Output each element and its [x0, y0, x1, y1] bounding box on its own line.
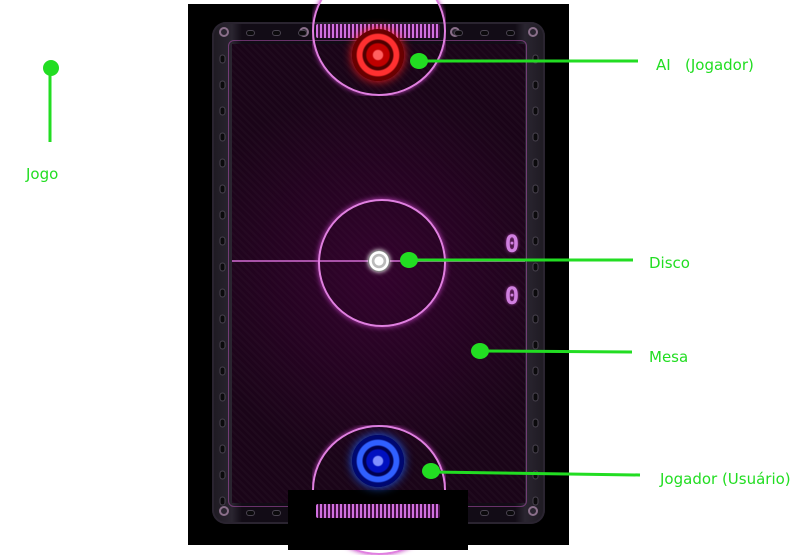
crease-mask — [288, 490, 468, 550]
rail-rivet — [246, 30, 255, 36]
label-jogo: Jogo — [26, 165, 59, 183]
user-pointer-dot — [422, 463, 440, 479]
corner-bolt — [219, 27, 229, 37]
user-score: 0 — [504, 282, 520, 310]
corner-bolt — [528, 27, 538, 37]
mesa-pointer-line — [480, 349, 633, 354]
user-pointer-line — [431, 470, 641, 477]
air-hockey-game[interactable]: 0 0 — [188, 0, 569, 555]
label-disco: Disco — [649, 254, 690, 272]
label-user-player: Jogador (Usuário) — [660, 470, 791, 488]
disco-pointer-dot — [400, 252, 418, 268]
ai-mallet — [352, 29, 404, 81]
ai-score: 0 — [504, 230, 520, 258]
rail-rivet — [506, 510, 515, 516]
rail-rivet — [454, 30, 463, 36]
rail-rivet — [272, 30, 281, 36]
user-mallet[interactable] — [352, 435, 404, 487]
center-circle — [318, 199, 446, 327]
corner-bolt — [528, 506, 538, 516]
label-ai-player: AI (Jogador) — [656, 56, 754, 74]
mesa-pointer-dot — [471, 343, 489, 359]
corner-bolt — [219, 506, 229, 516]
rail-rivet — [480, 510, 489, 516]
rail-rivet — [272, 510, 281, 516]
rail-rivet — [298, 30, 307, 36]
rail-rivet — [480, 30, 489, 36]
jogo-pointer-dot — [43, 60, 59, 76]
bottom-goal-grille — [316, 504, 440, 518]
ai-pointer-dot — [410, 53, 428, 69]
rail-rivet — [246, 510, 255, 516]
puck — [368, 250, 390, 272]
rail-rivet — [506, 30, 515, 36]
label-mesa: Mesa — [649, 348, 689, 366]
